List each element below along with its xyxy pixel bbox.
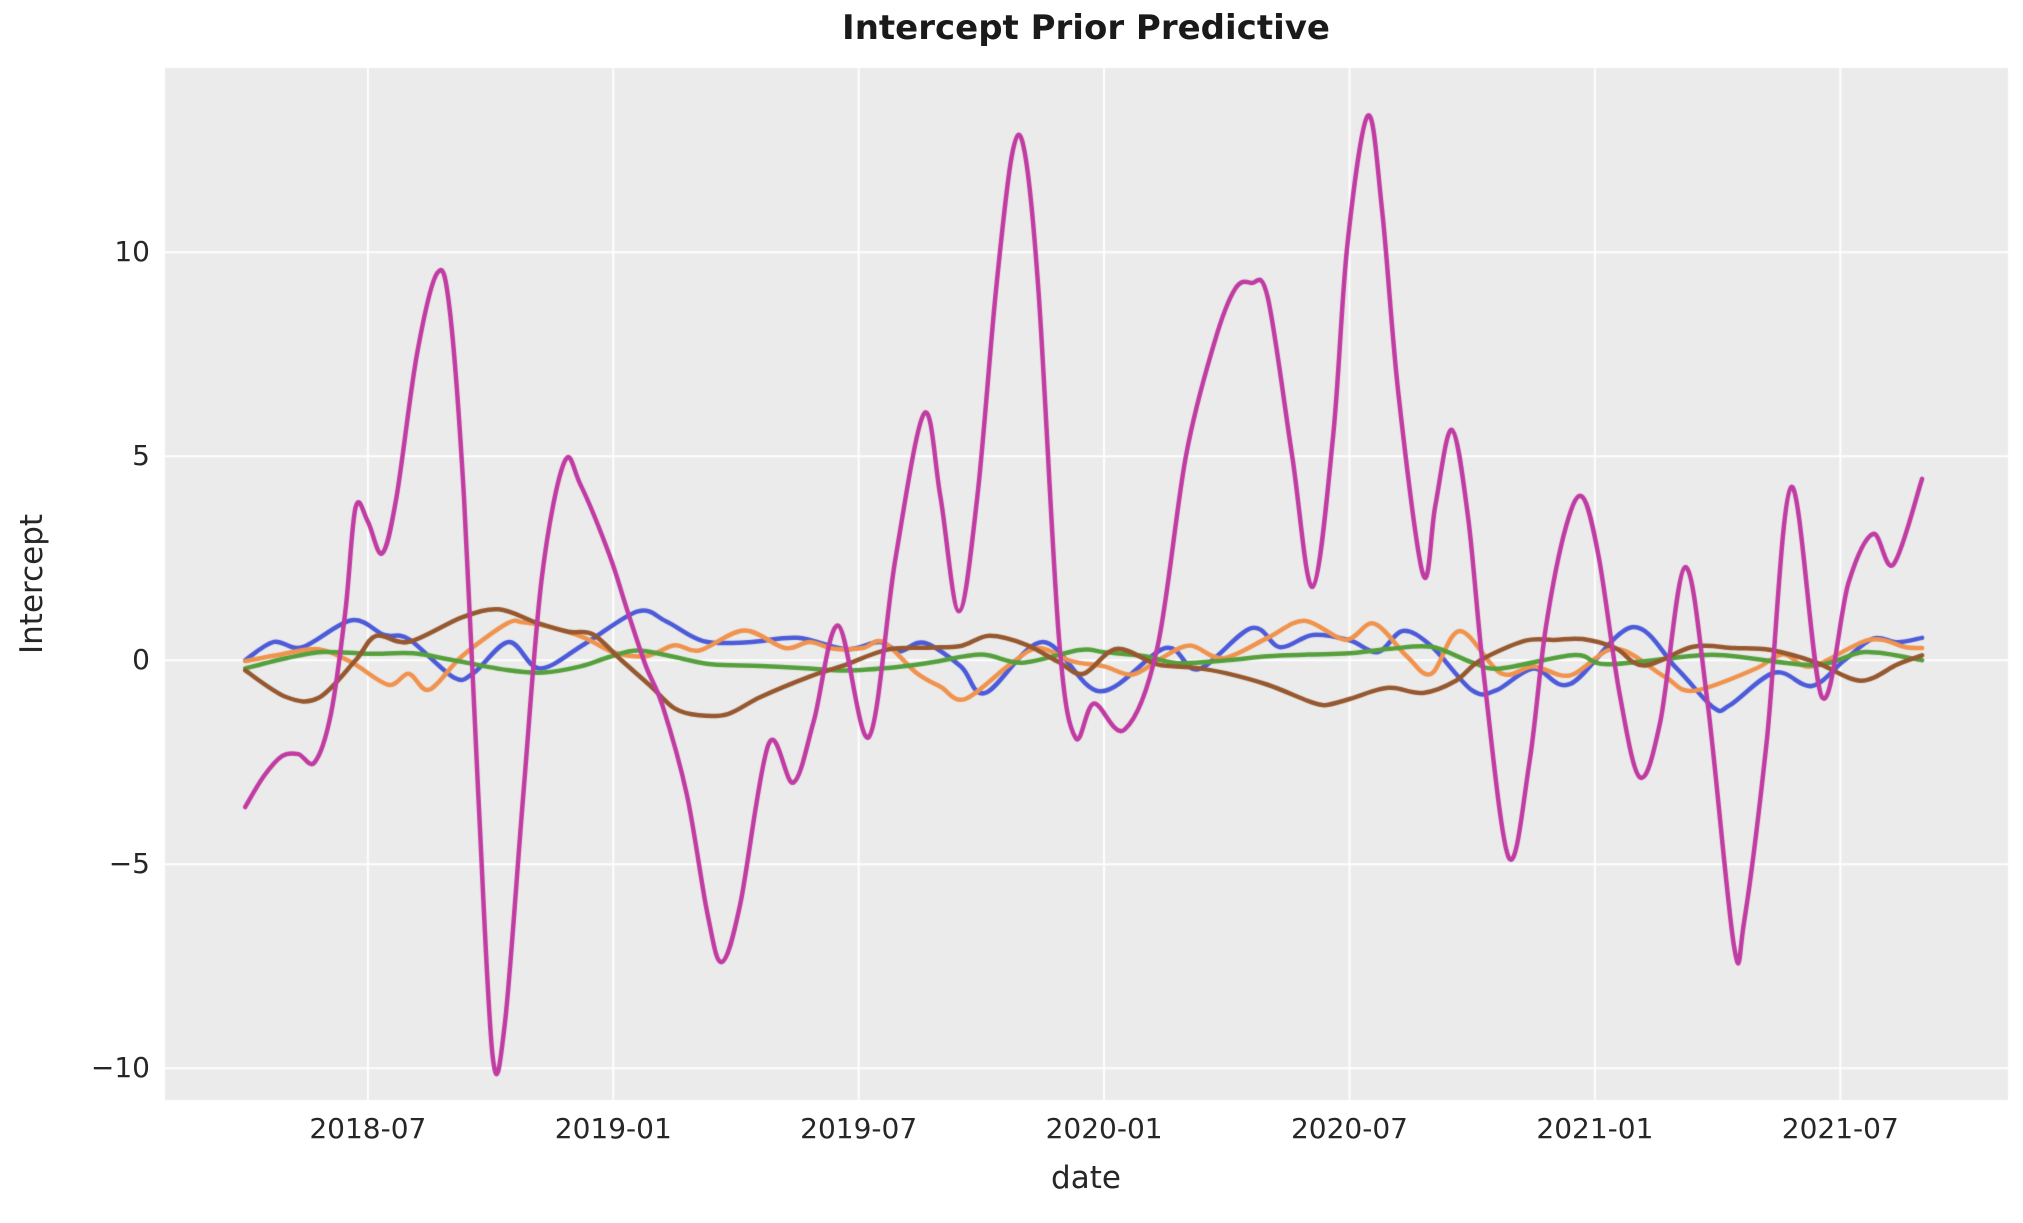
- y-axis-label: Intercept: [14, 513, 50, 655]
- y-tick-label: −10: [90, 1051, 150, 1085]
- x-tick-label: 2019-01: [554, 1112, 672, 1145]
- chart-title: Intercept Prior Predictive: [842, 8, 1330, 48]
- x-axis-label: date: [1051, 1160, 1121, 1196]
- y-tick-label: 10: [114, 235, 150, 269]
- x-tick-label: 2021-07: [1781, 1112, 1899, 1145]
- y-tick-label: −5: [108, 847, 150, 881]
- x-tick-label: 2019-07: [800, 1112, 918, 1145]
- x-tick-label: 2018-07: [309, 1112, 427, 1145]
- x-tick-label: 2021-01: [1536, 1112, 1654, 1145]
- y-tick-label: 0: [132, 643, 150, 677]
- x-tick-label: 2020-07: [1290, 1112, 1408, 1145]
- y-tick-label: 5: [132, 439, 150, 473]
- x-tick-label: 2020-01: [1045, 1112, 1163, 1145]
